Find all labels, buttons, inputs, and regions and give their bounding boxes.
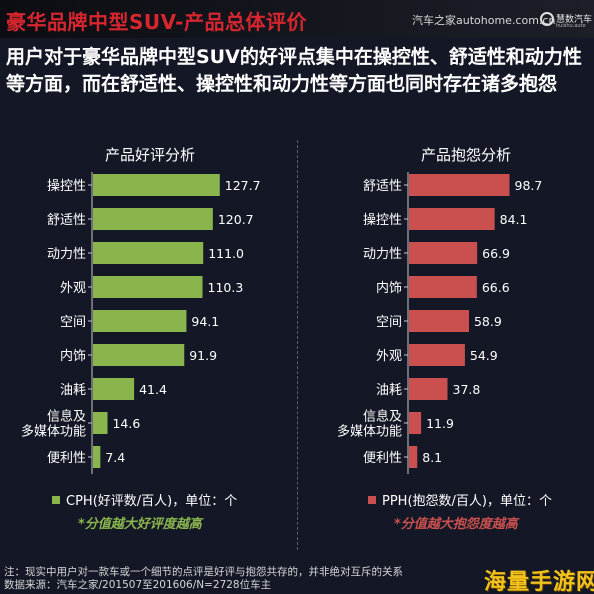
- category-label-line: 便利性: [363, 451, 402, 466]
- bar: [93, 412, 108, 434]
- category-label-line: 内饰: [60, 348, 86, 364]
- bar: [93, 344, 185, 366]
- data-label: 91.9: [189, 348, 217, 363]
- category-label: 动力性: [363, 247, 402, 262]
- category-label: 操控性: [47, 178, 86, 194]
- bar: [409, 276, 477, 298]
- data-label: 66.9: [482, 246, 510, 261]
- category-label-line: 空间: [60, 315, 86, 330]
- brand-logo-text: 慧数汽车: [556, 15, 593, 25]
- category-label: 便利性: [47, 451, 86, 466]
- category-label: 油耗: [376, 383, 402, 398]
- bar: [93, 276, 203, 298]
- category-label-line: 外观: [60, 281, 86, 296]
- data-label: 11.9: [426, 416, 454, 431]
- bar: [409, 344, 465, 366]
- category-label: 外观: [60, 281, 86, 296]
- summary-text: 用户对于豪华品牌中型SUV的好评点集中在操控性、舒适性和动力性等方面，而在舒适性…: [6, 46, 582, 95]
- bar: [409, 446, 418, 468]
- category-label: 动力性: [47, 247, 86, 262]
- footnote-note: 注：现实中用户对一款车或一个细节的点评是好评与抱怨共存的，并非绝对互斥的关系: [4, 566, 403, 578]
- brand-logo-icon: [540, 12, 554, 26]
- bar: [93, 446, 101, 468]
- chart-title: 产品好评分析: [105, 146, 195, 164]
- bar: [409, 310, 469, 332]
- data-label: 14.6: [112, 416, 140, 431]
- legend-swatch: [52, 496, 60, 504]
- category-label-line: 便利性: [47, 451, 86, 466]
- category-label: 舒适性: [363, 179, 402, 194]
- panel-divider: [297, 140, 298, 550]
- category-label-line: 多媒体功能: [337, 424, 402, 440]
- bar: [409, 412, 422, 434]
- bar: [409, 242, 478, 264]
- data-label: 37.8: [453, 382, 481, 397]
- legend-swatch: [368, 496, 376, 504]
- chart-note: *分值越大抱怨度越高: [394, 516, 520, 532]
- category-label-line: 舒适性: [363, 179, 402, 194]
- watermark: 海量手游网: [484, 570, 594, 594]
- category-label-line: 舒适性: [47, 213, 86, 228]
- data-label: 66.6: [482, 280, 510, 295]
- data-label: 84.1: [500, 212, 528, 227]
- data-label: 94.1: [191, 314, 219, 329]
- bar: [93, 208, 213, 230]
- bar: [93, 310, 187, 332]
- brand-logo: 慧数汽车 huishu.auto: [540, 10, 592, 34]
- footnote-source: 数据来源：汽车之家/201507至201606/N=2728位车主: [4, 579, 272, 591]
- data-label: 127.7: [225, 178, 261, 193]
- category-label: 舒适性: [47, 213, 86, 228]
- category-label: 内饰: [60, 348, 86, 364]
- data-label: 110.3: [208, 280, 244, 295]
- category-label: 油耗: [60, 383, 86, 398]
- category-label-line: 信息及: [47, 409, 86, 425]
- bar: [409, 174, 510, 196]
- bar: [93, 174, 220, 196]
- legend-label: CPH(好评数/百人)，单位：个: [66, 494, 237, 509]
- category-label-line: 空间: [376, 315, 402, 330]
- legend-label: PPH(抱怨数/百人)，单位：个: [382, 493, 552, 509]
- category-label: 信息及多媒体功能: [337, 409, 402, 440]
- category-label: 信息及多媒体功能: [21, 409, 86, 440]
- header-bar: 豪华品牌中型SUV-产品总体评价 汽车之家autohome.com.cn 慧数汽…: [0, 0, 594, 38]
- data-label: 58.9: [474, 314, 502, 329]
- category-label-line: 多媒体功能: [21, 424, 86, 440]
- category-label-line: 油耗: [60, 383, 86, 398]
- category-label-line: 操控性: [363, 212, 402, 228]
- data-label: 111.0: [208, 246, 244, 261]
- chart-title: 产品抱怨分析: [421, 146, 511, 164]
- bar: [409, 378, 448, 400]
- data-label: 41.4: [139, 382, 167, 397]
- category-label: 操控性: [363, 212, 402, 228]
- data-label: 120.7: [218, 212, 254, 227]
- category-label: 空间: [376, 315, 402, 330]
- category-label: 便利性: [363, 451, 402, 466]
- bar: [93, 242, 204, 264]
- category-label: 内饰: [376, 280, 402, 296]
- category-label-line: 油耗: [376, 383, 402, 398]
- data-label: 8.1: [422, 450, 442, 465]
- bar: [93, 378, 135, 400]
- category-label-line: 内饰: [376, 280, 402, 296]
- page-title: 豪华品牌中型SUV-产品总体评价: [6, 10, 307, 34]
- data-label: 98.7: [515, 178, 543, 193]
- category-label: 外观: [376, 349, 402, 364]
- brand-logo-subtext: huishu.auto: [556, 23, 586, 29]
- data-label: 7.4: [105, 450, 125, 465]
- category-label-line: 动力性: [47, 247, 86, 262]
- source-logo: 汽车之家autohome.com.cn: [412, 14, 556, 27]
- data-label: 54.9: [470, 348, 498, 363]
- category-label-line: 信息及: [363, 409, 402, 425]
- chart-note: *分值越大好评度越高: [78, 516, 204, 532]
- category-label-line: 操控性: [47, 178, 86, 194]
- category-label-line: 动力性: [363, 247, 402, 262]
- footnote: 注：现实中用户对一款车或一个细节的点评是好评与抱怨共存的，并非绝对互斥的关系 数…: [4, 566, 474, 592]
- category-label-line: 外观: [376, 349, 402, 364]
- bar: [409, 208, 495, 230]
- category-label: 空间: [60, 315, 86, 330]
